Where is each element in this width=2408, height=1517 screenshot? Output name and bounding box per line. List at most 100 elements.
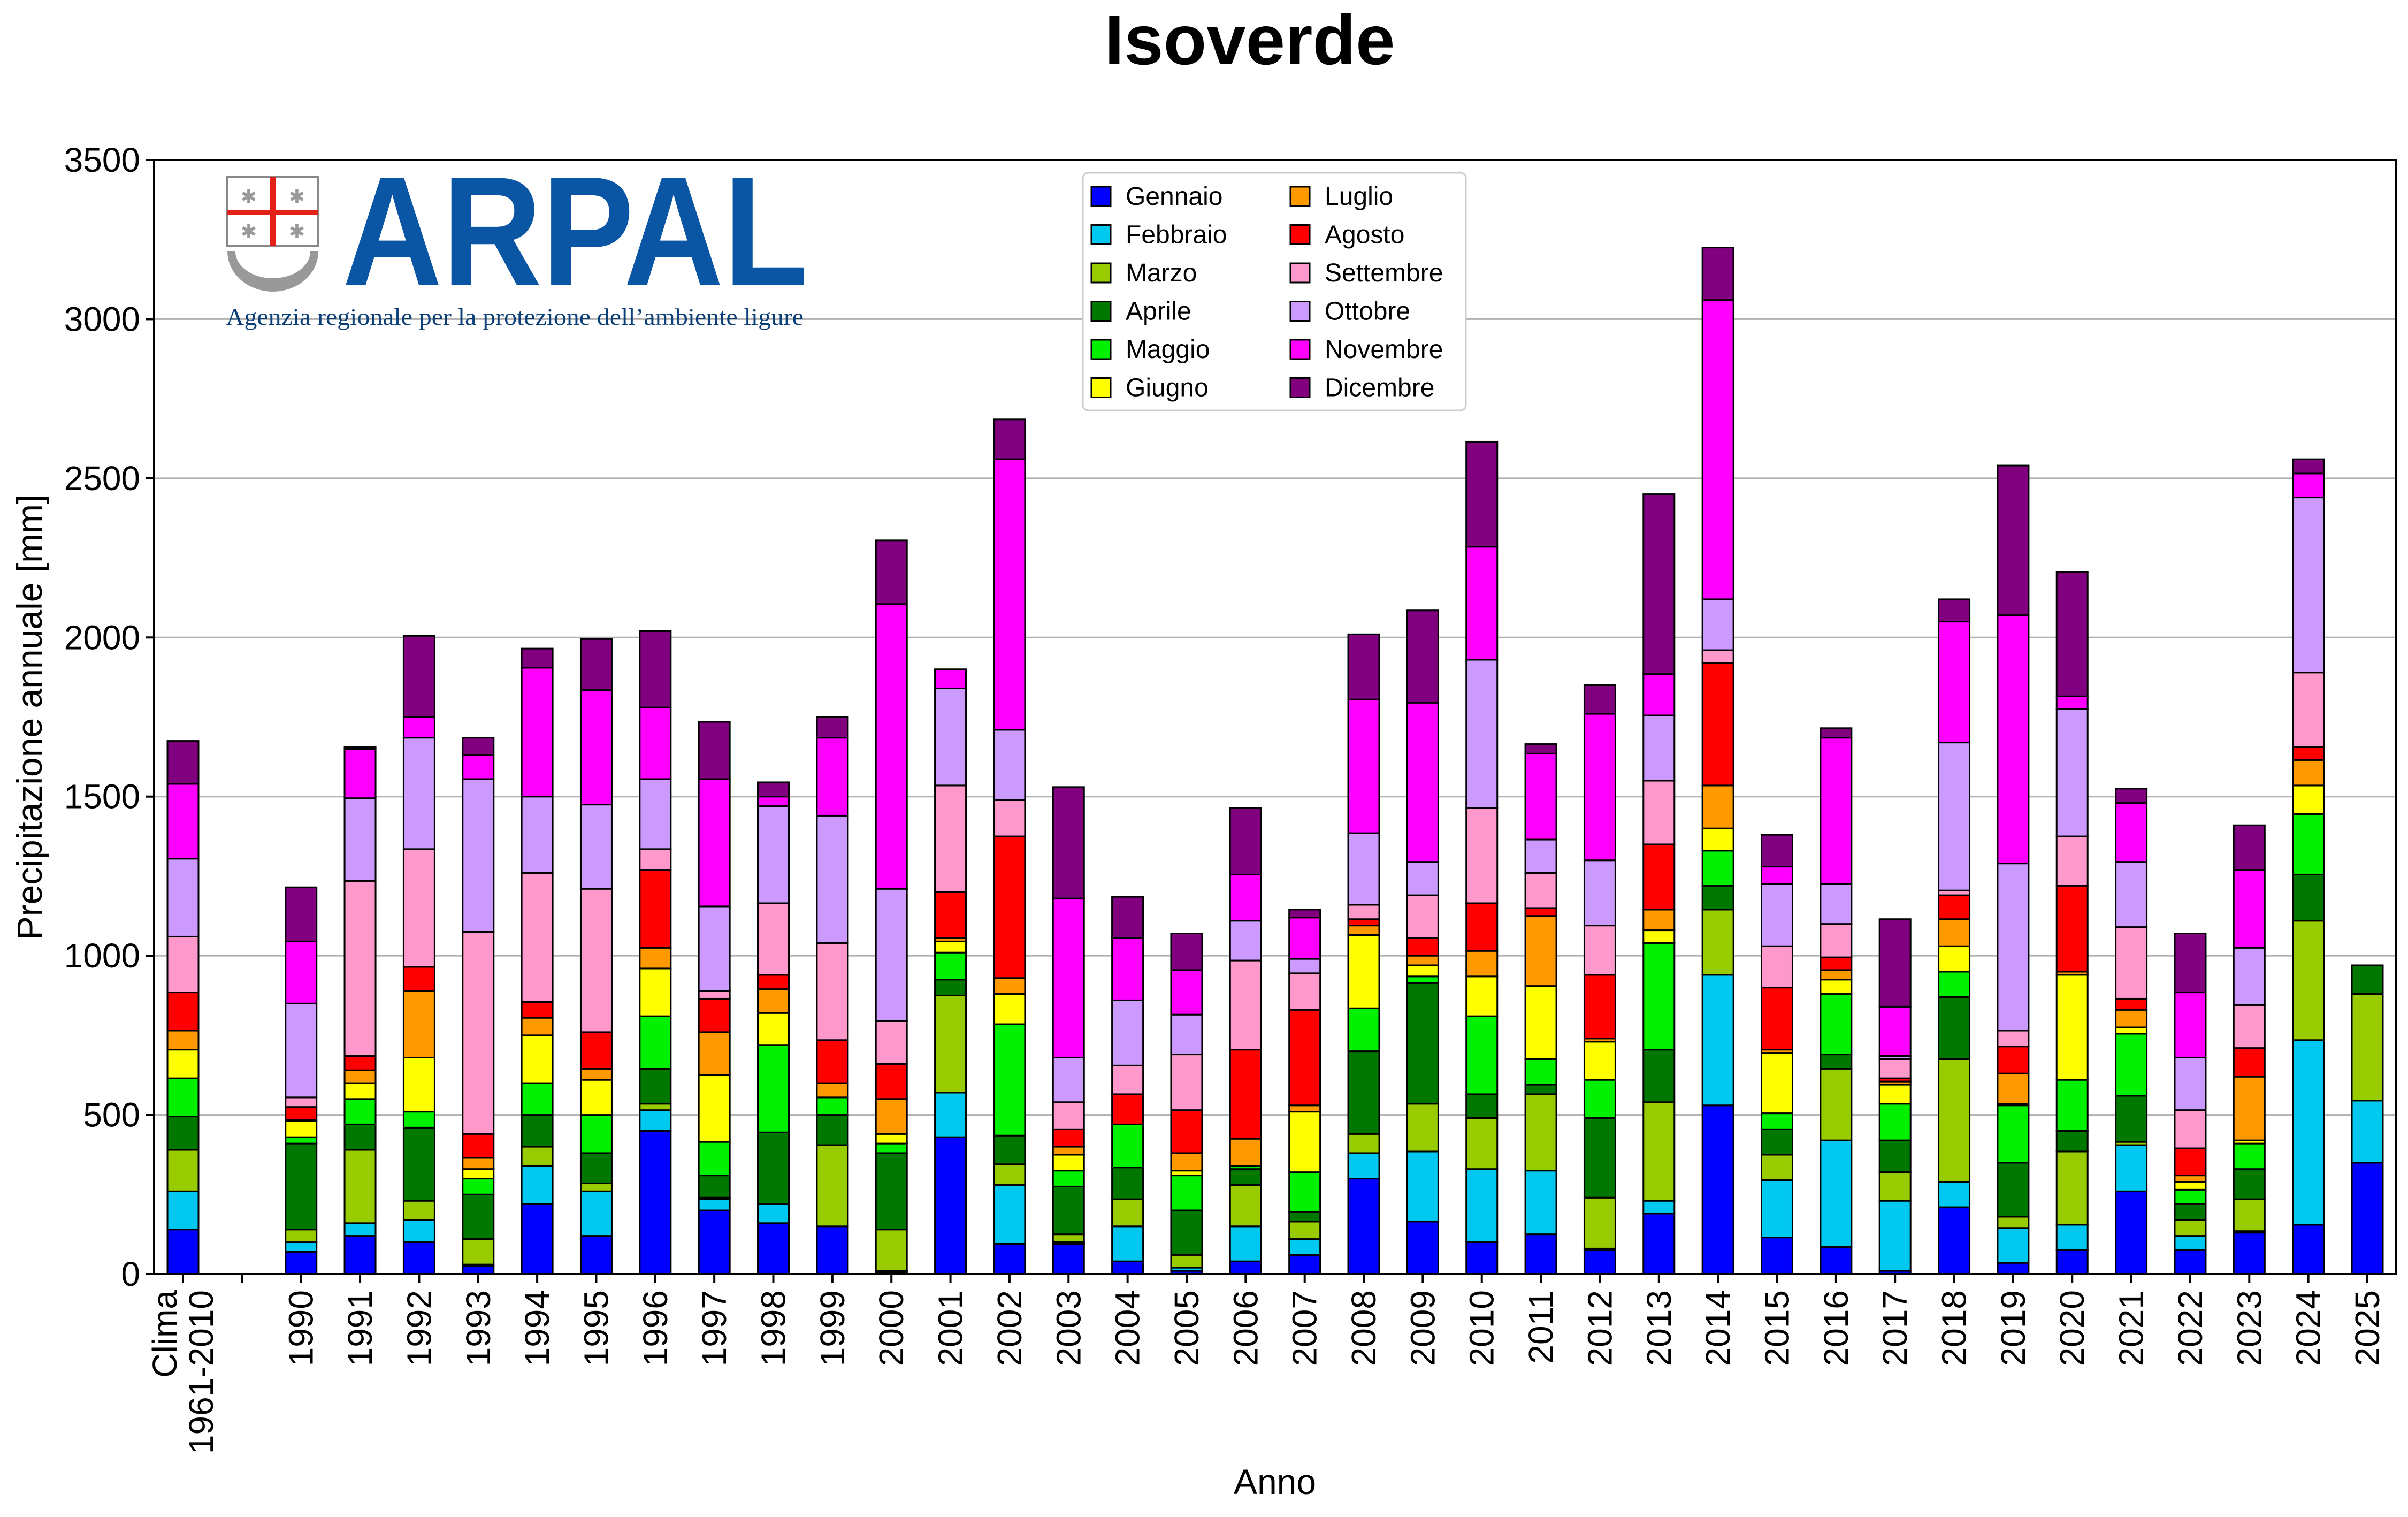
arpal-logo: ✱ ✱ ✱ ✱ ARPAL Agenzia regionale per la p…	[226, 144, 808, 330]
bar-segment	[1347, 1133, 1380, 1154]
legend-entry: Marzo	[1126, 259, 1197, 287]
bar-segment	[402, 635, 435, 718]
bar-segment	[2292, 873, 2325, 922]
bar-segment	[934, 687, 967, 787]
bar-segment	[698, 1198, 731, 1211]
bar-segment	[1938, 1206, 1971, 1275]
bar-segment	[2055, 885, 2089, 973]
bar-segment	[521, 1082, 554, 1116]
bar-segment	[1997, 1162, 2030, 1218]
bar-segment	[2292, 813, 2325, 875]
bar-segment	[1938, 971, 1971, 998]
logo-name: ARPAL	[342, 144, 808, 318]
bar-segment	[698, 990, 731, 1000]
bar-segment	[1052, 1185, 1085, 1236]
bar-segment	[1465, 807, 1499, 904]
bar-segment	[285, 1229, 318, 1244]
bar-segment	[816, 814, 849, 944]
bar-segment	[757, 805, 790, 904]
bar-segment	[934, 995, 967, 1094]
bar-segment	[1997, 1227, 2030, 1264]
bar-segment	[2055, 571, 2089, 697]
bar-segment	[934, 1092, 967, 1138]
bar-segment	[2292, 746, 2325, 761]
bar-segment	[875, 1020, 908, 1065]
x-tick-label: 2018	[1935, 1290, 1974, 1366]
bar-segment	[2055, 695, 2089, 710]
bar-segment	[639, 1103, 672, 1111]
bar-segment	[1820, 1068, 1853, 1141]
bar-segment	[1524, 838, 1557, 874]
bar-segment	[166, 858, 200, 937]
bar-segment	[2233, 869, 2266, 949]
bar-segment	[1465, 659, 1499, 809]
bar-segment	[1229, 1138, 1262, 1167]
legend-swatch	[1090, 224, 1112, 245]
bar-segment	[1583, 1196, 1616, 1249]
bar-segment	[816, 1225, 849, 1275]
bar-segment	[462, 1157, 495, 1170]
bar-segment	[2292, 1039, 2325, 1226]
bar-segment	[1111, 896, 1144, 939]
x-tick-label: 2009	[1403, 1290, 1442, 1366]
bar-segment	[521, 1114, 554, 1148]
bar-segment	[698, 1074, 731, 1143]
x-tick-label-line: 2001	[931, 1290, 970, 1366]
bar-segment	[639, 967, 672, 1017]
bar-segment	[1642, 1101, 1676, 1202]
bar-segment	[1406, 894, 1439, 939]
bar-segment	[1524, 752, 1557, 841]
bar-segment	[579, 1182, 613, 1192]
bar-segment	[1583, 1041, 1616, 1081]
x-tick-label: 2003	[1049, 1290, 1088, 1366]
bar-segment	[1701, 649, 1734, 664]
bar-segment	[1288, 1171, 1321, 1213]
legend-entry: Settembre	[1325, 259, 1443, 287]
x-tick-label: 2025	[2348, 1290, 2387, 1366]
legend-swatch	[1090, 262, 1112, 284]
bar-segment	[402, 1056, 435, 1113]
bar-segment	[1052, 1242, 1085, 1275]
bar-segment	[1288, 1009, 1321, 1107]
bar-segment	[579, 689, 613, 806]
legend-box	[1082, 172, 1467, 411]
bar-segment	[1878, 1200, 1912, 1272]
bar-segment	[757, 1203, 790, 1224]
bar-segment	[1760, 1112, 1793, 1130]
x-tick-label-line: 2011	[1522, 1290, 1560, 1364]
bar-segment	[1406, 861, 1439, 896]
bar-segment	[1406, 982, 1439, 1105]
bar-segment	[2055, 1249, 2089, 1275]
bar-segment	[1524, 1233, 1557, 1275]
bar-segment	[579, 1114, 613, 1154]
bar-segment	[343, 1123, 377, 1151]
y-axis-ticks: 0 500 1000 1500 2000 2500 3000 3500	[64, 141, 154, 1293]
bar-segment	[521, 1034, 554, 1084]
bar-segment	[757, 1012, 790, 1046]
bar-segment	[2115, 1026, 2148, 1035]
bar-segment	[2055, 1224, 2089, 1251]
x-tick-label-line: 1994	[518, 1290, 556, 1366]
bar-segment	[1288, 1111, 1321, 1173]
y-tick-label: 500	[83, 1096, 140, 1134]
bar-segment	[2233, 947, 2266, 1006]
bar-segment	[166, 1077, 200, 1118]
bar-segment	[1760, 1179, 1793, 1239]
bar-segment	[1170, 1152, 1203, 1172]
bar-segment	[875, 1152, 908, 1231]
bar-segment	[993, 729, 1026, 801]
bar-segment	[1524, 1093, 1557, 1172]
bar-segment	[1347, 633, 1380, 700]
bar-segment	[166, 935, 200, 994]
bar-segment	[639, 947, 672, 970]
legend-entry: Giugno	[1126, 374, 1209, 402]
bar-segment	[343, 880, 377, 1057]
bar-segment	[1052, 1154, 1085, 1172]
bar-segment	[1288, 909, 1321, 919]
bar-segment	[166, 992, 200, 1032]
x-tick-label: 2017	[1876, 1290, 1914, 1366]
bar-segment	[2233, 1168, 2266, 1200]
bar-segment	[639, 1130, 672, 1275]
x-tick-label-line: 2023	[2230, 1290, 2268, 1366]
bar-segment	[343, 1222, 377, 1237]
